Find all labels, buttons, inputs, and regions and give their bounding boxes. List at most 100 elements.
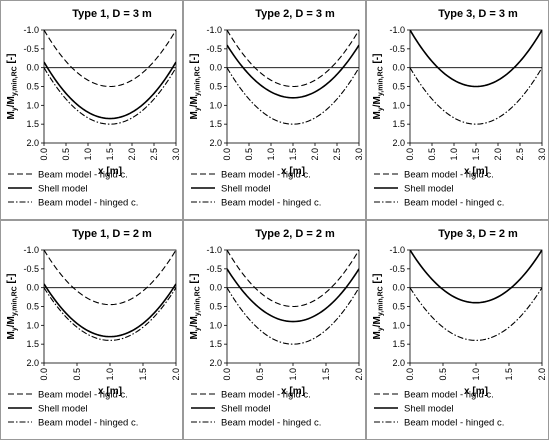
chart-title: Type 2, D = 3 m [255, 8, 335, 20]
series-line-shell-model [227, 268, 359, 323]
legend-label: Beam model - rigid c. [404, 170, 494, 181]
y-axis-label-part: M [372, 111, 383, 119]
x-tick-label: 2.5 [332, 148, 342, 161]
x-tick-label: 3.0 [171, 148, 181, 161]
y-axis-label-part: M [372, 331, 383, 339]
y-tick-label: 0.5 [209, 302, 222, 312]
legend-label: Beam model - rigid c. [38, 170, 128, 181]
chart-type2-d3: Type 2, D = 3 m-1.0-0.50.00.51.01.52.00.… [183, 0, 366, 220]
y-tick-label: 0.0 [26, 63, 39, 73]
y-tick-label: -1.0 [389, 25, 405, 35]
x-tick-label: 0.5 [255, 368, 265, 381]
series-line-beam-model-hinged-c [44, 287, 176, 341]
x-tick-label: 2.0 [537, 368, 547, 381]
legend-label: Beam model - hinged c. [221, 418, 321, 429]
y-tick-label: 1.5 [392, 339, 405, 349]
x-tick-label: 1.5 [105, 148, 115, 161]
x-tick-label: 0.0 [222, 368, 232, 381]
y-axis-label-part: y,min,RC [195, 286, 202, 316]
y-tick-label: 1.0 [392, 100, 405, 110]
x-tick-label: 2.5 [149, 148, 159, 161]
y-tick-label: 0.0 [392, 283, 405, 293]
y-axis-label-part: y [195, 327, 202, 331]
series-line-beam-model-hinged-c [227, 287, 359, 345]
x-tick-label: 3.0 [537, 148, 547, 161]
x-tick-label: 2.0 [354, 368, 364, 381]
series-line-beam-model-hinged-c [44, 67, 176, 125]
x-axis-label: x [m] [98, 166, 122, 177]
legend-label: Beam model - rigid c. [404, 390, 494, 401]
panel-frame [0, 220, 183, 440]
chart-panel-type3-d2: Type 3, D = 2 m -1.0 -0.5 0.0 0.5 1.0 1.5 2.0 0.… [366, 220, 549, 440]
legend-label: Shell model [404, 404, 454, 415]
legend-label: Shell model [221, 404, 271, 415]
x-tick-label: 1.0 [83, 148, 93, 161]
panel-frame [366, 0, 549, 220]
series-line-beam-model-rigid-c [44, 30, 176, 88]
y-tick-label: 0.0 [26, 283, 39, 293]
legend-label: Beam model - rigid c. [221, 390, 311, 401]
y-axis-label-part: y [378, 327, 385, 331]
x-tick-label: 1.0 [266, 148, 276, 161]
chart-title: Type 2, D = 2 m [255, 228, 335, 240]
y-tick-label: -1.0 [23, 25, 39, 35]
y-axis-label: My/My,min,RC [-] [189, 274, 202, 340]
y-axis-label: My/My,min,RC [-] [189, 54, 202, 120]
y-axis-label-part: /M [6, 316, 17, 327]
legend-label: Beam model - hinged c. [38, 198, 138, 209]
x-tick-label: 0.0 [39, 368, 49, 381]
y-tick-label: -0.5 [23, 44, 39, 54]
y-axis-label-part: /M [189, 316, 200, 327]
y-axis-label: My/My,min,RC [-] [372, 274, 385, 340]
chart-panel-type2-d2: Type 2, D = 2 m -1.0 -0.5 0.0 0.5 1.0 1.5 2.0 0.… [183, 220, 366, 440]
y-axis-label-part: /M [372, 316, 383, 327]
chart-title: Type 3, D = 2 m [438, 228, 518, 240]
y-tick-label: -0.5 [206, 264, 222, 274]
series-line-beam-model-hinged-c [410, 67, 542, 125]
x-axis-label: x [m] [98, 386, 122, 397]
chart-type3-d3: Type 3, D = 3 m-1.0-0.50.00.51.01.52.00.… [366, 0, 549, 220]
legend-label: Beam model - rigid c. [38, 390, 128, 401]
chart-panel-type1-d2: Type 1, D = 2 m -1.0 -0.5 0.0 0.5 1.0 1.5 2.0 0.… [0, 220, 183, 440]
x-tick-label: 1.0 [288, 368, 298, 381]
y-tick-label: 2.0 [392, 358, 405, 368]
series-line-shell-model [44, 283, 176, 338]
y-axis-label-part: y,min,RC [12, 66, 19, 96]
x-axis-label: x [m] [281, 166, 305, 177]
y-tick-label: -1.0 [389, 245, 405, 255]
x-tick-label: 2.5 [515, 148, 525, 161]
x-tick-label: 0.5 [72, 368, 82, 381]
series-line-shell-model [410, 30, 542, 88]
series-line-shell-model [227, 44, 359, 99]
y-tick-label: 0.5 [26, 302, 39, 312]
y-tick-label: -0.5 [389, 44, 405, 54]
y-tick-label: 2.0 [209, 358, 222, 368]
x-tick-label: 2.0 [171, 368, 181, 381]
y-tick-label: 1.5 [209, 339, 222, 349]
y-tick-label: 1.5 [26, 119, 39, 129]
y-axis-label-part: y [378, 107, 385, 111]
x-tick-label: 1.5 [504, 368, 514, 381]
x-tick-label: 0.5 [244, 148, 254, 161]
panel-frame [0, 0, 183, 220]
x-tick-label: 1.5 [471, 148, 481, 161]
legend-label: Beam model - hinged c. [404, 198, 504, 209]
chart-type2-d2: Type 2, D = 2 m-1.0-0.50.00.51.01.52.00.… [183, 220, 366, 440]
y-tick-label: 0.0 [209, 63, 222, 73]
y-tick-label: -0.5 [389, 264, 405, 274]
y-tick-label: -0.5 [206, 44, 222, 54]
y-tick-label: 1.0 [209, 100, 222, 110]
chart-type3-d2: Type 3, D = 2 m-1.0-0.50.00.51.01.52.00.… [366, 220, 549, 440]
x-tick-label: 0.5 [427, 148, 437, 161]
x-tick-label: 2.0 [127, 148, 137, 161]
y-tick-label: 1.0 [26, 320, 39, 330]
y-tick-label: 1.0 [209, 320, 222, 330]
y-axis-label-part: [-] [372, 54, 383, 67]
y-axis-label-part: M [6, 331, 17, 339]
y-axis-label-part: y [12, 107, 19, 111]
y-axis-label-part: y [12, 327, 19, 331]
y-tick-label: 2.0 [26, 138, 39, 148]
legend-label: Beam model - hinged c. [404, 418, 504, 429]
chart-title: Type 1, D = 2 m [72, 228, 152, 240]
y-axis-label-part: y [195, 107, 202, 111]
